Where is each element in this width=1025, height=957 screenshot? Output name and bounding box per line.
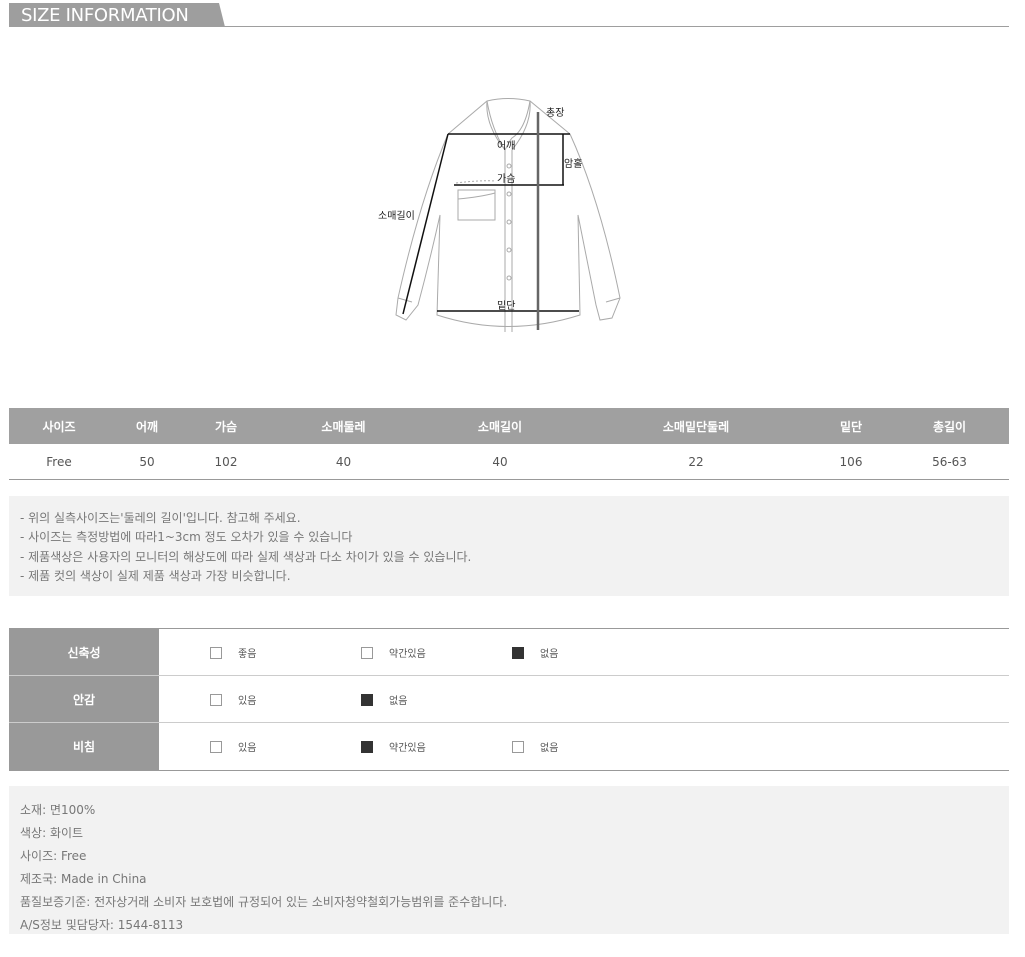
property-option: 있음 [210, 739, 256, 754]
checked-box-icon [361, 740, 373, 753]
label-total-length: 총장 [546, 108, 565, 119]
unchecked-box-icon [210, 740, 222, 753]
sleeve-line [402, 133, 449, 315]
property-row: 신축성 좋음 약간있음 없음 [9, 629, 1009, 676]
cell: 22 [580, 444, 812, 480]
unchecked-box-icon [361, 646, 373, 659]
notes-panel: - 위의 실측사이즈는'둘레의 길이'입니다. 참고해 주세요. - 사이즈는 … [9, 496, 1009, 596]
note-line: - 위의 실측사이즈는'둘레의 길이'입니다. 참고해 주세요. [20, 511, 301, 525]
cell: 40 [420, 444, 580, 480]
title-divider [9, 26, 1009, 27]
property-label: 비침 [9, 723, 159, 770]
info-color: 색상: 화이트 [20, 826, 84, 840]
property-option: 약간있음 [361, 739, 426, 754]
col-header: 소매길이 [420, 408, 580, 444]
property-label: 신축성 [9, 629, 159, 675]
note-line: - 제품색상은 사용자의 모니터의 해상도에 따라 실제 색상과 다소 차이가 … [20, 549, 472, 564]
col-header: 총길이 [890, 408, 1009, 444]
cell: 106 [812, 444, 890, 480]
info-material: 소재: 면100% [20, 803, 96, 817]
property-option: 없음 [361, 692, 407, 707]
option-label: 좋음 [238, 649, 257, 660]
col-header: 가슴 [185, 408, 267, 444]
shirt-measurement-diagram [395, 98, 621, 332]
button-icons [506, 163, 512, 281]
option-label: 없음 [389, 696, 408, 707]
col-header: 밑단 [812, 408, 890, 444]
info-origin: 제조국: Made in China [20, 872, 147, 886]
shirt-outline [395, 98, 621, 332]
cell: Free [9, 444, 109, 480]
option-label: 없음 [540, 743, 559, 754]
property-row: 비침 있음 약간있음 없음 [9, 723, 1009, 770]
checked-box-icon [361, 693, 373, 706]
option-label: 약간있음 [389, 649, 426, 660]
col-header: 사이즈 [9, 408, 109, 444]
info-size: 사이즈: Free [20, 849, 87, 863]
cell: 50 [109, 444, 185, 480]
cell: 40 [267, 444, 420, 480]
unchecked-box-icon [210, 646, 222, 659]
cell: 102 [185, 444, 267, 480]
note-line: - 사이즈는 측정방법에 따라1~3cm 정도 오차가 있을 수 있습니다 [20, 530, 353, 545]
option-label: 있음 [238, 743, 257, 754]
unchecked-box-icon [512, 740, 524, 753]
fabric-properties-table: 신축성 좋음 약간있음 없음 안감 있음 없음 비침 있음 약간있음 없음 [9, 628, 1009, 771]
property-row: 안감 있음 없음 [9, 676, 1009, 723]
label-armhole: 암홀 [564, 159, 583, 170]
option-label: 약간있음 [389, 743, 426, 754]
table-row: Free 50 102 40 40 22 106 56-63 [9, 444, 1009, 480]
info-as-contact: A/S정보 및담당자: 1544-8113 [20, 918, 184, 932]
note-line: - 제품 컷의 색상이 실제 제품 색상과 가장 비슷합니다. [20, 568, 291, 583]
option-label: 없음 [540, 649, 559, 660]
label-hem: 밑단 [497, 301, 516, 312]
label-shoulder: 어깨 [497, 141, 516, 152]
option-label: 있음 [238, 696, 257, 707]
section-title: SIZE INFORMATION [9, 3, 225, 27]
size-table-header: 사이즈 어깨 가슴 소매둘레 소매길이 소매밑단둘레 밑단 총길이 [9, 408, 1009, 444]
label-chest: 가슴 [497, 174, 516, 185]
measurement-lines [402, 112, 579, 330]
property-option: 없음 [512, 645, 558, 660]
property-option: 좋음 [210, 645, 256, 660]
property-label: 안감 [9, 676, 159, 722]
size-table: 사이즈 어깨 가슴 소매둘레 소매길이 소매밑단둘레 밑단 총길이 Free 5… [9, 408, 1009, 480]
label-sleeve-length: 소매길이 [378, 211, 415, 222]
info-quality: 품질보증기준: 전자상거래 소비자 보호법에 규정되어 있는 소비자청약철회가능… [20, 895, 508, 909]
property-option: 있음 [210, 692, 256, 707]
property-option: 없음 [512, 739, 558, 754]
col-header: 소매둘레 [267, 408, 420, 444]
checked-box-icon [512, 646, 524, 659]
col-header: 소매밑단둘레 [580, 408, 812, 444]
cell: 56-63 [890, 444, 1009, 480]
property-option: 약간있음 [361, 645, 426, 660]
product-info-panel: 소재: 면100% 색상: 화이트 사이즈: Free 제조국: Made in… [9, 786, 1009, 934]
unchecked-box-icon [210, 693, 222, 706]
col-header: 어깨 [109, 408, 185, 444]
